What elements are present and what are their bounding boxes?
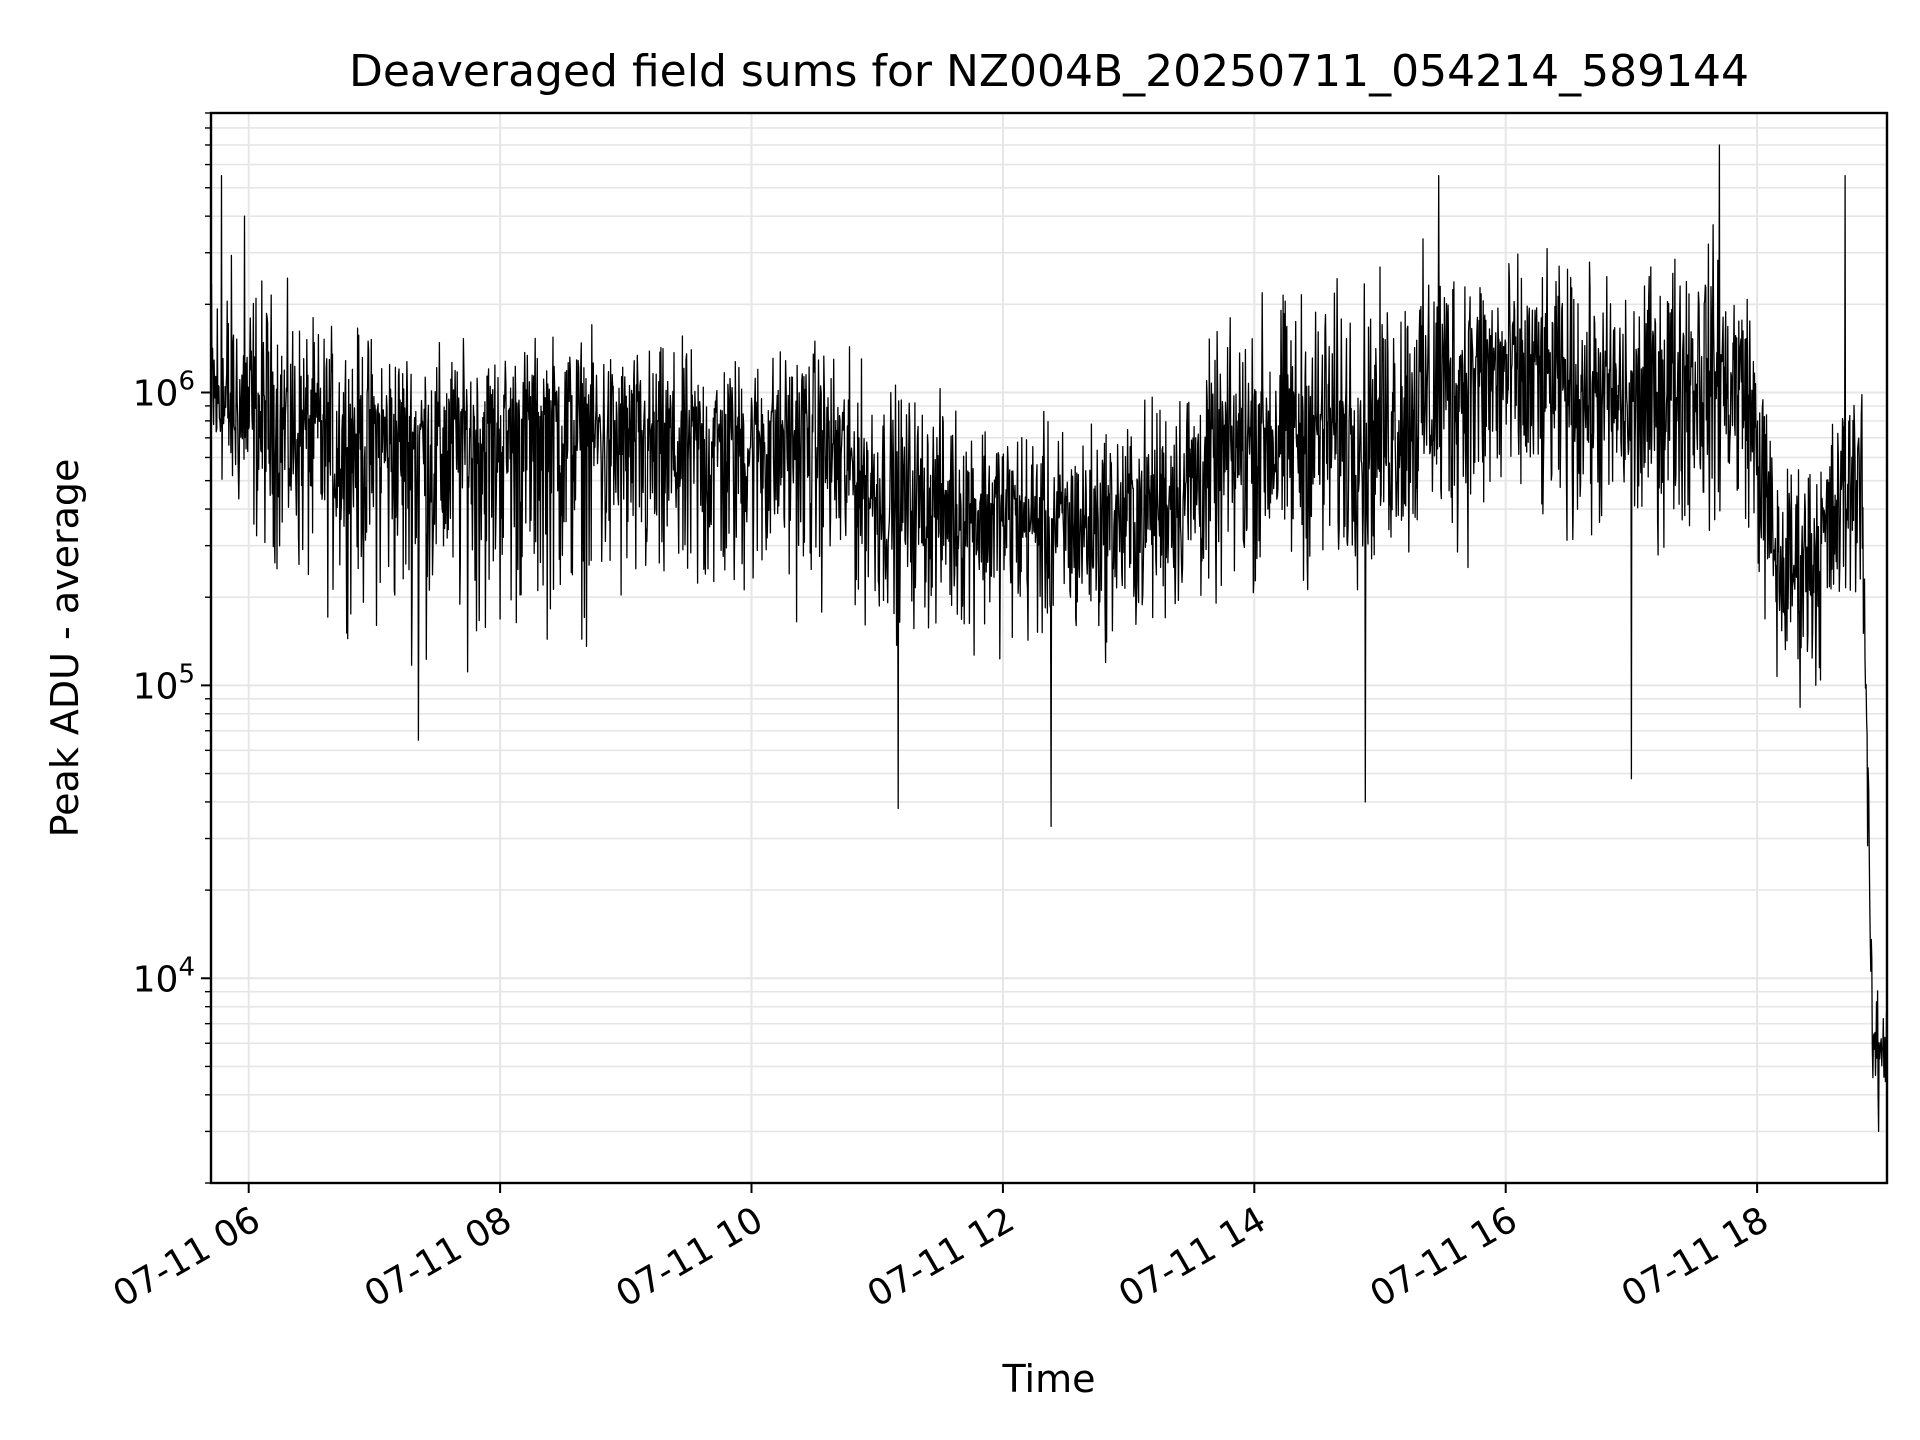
y-tick-label: 104 xyxy=(133,952,195,1000)
chart-title: Deaveraged field sums for NZ004B_2025071… xyxy=(349,46,1749,97)
plot-area xyxy=(210,144,1888,1133)
y-tick-label: 105 xyxy=(133,659,195,707)
series-line xyxy=(210,144,1888,1133)
y-tick-exponent: 4 xyxy=(178,952,195,982)
axes-frame xyxy=(209,111,1889,1185)
y-tick-exponent: 5 xyxy=(178,659,195,689)
y-tick-base: 10 xyxy=(133,959,179,1000)
y-axis-label: Peak ADU - average xyxy=(43,459,87,838)
x-axis-label: Time xyxy=(1002,1357,1096,1401)
y-tick-exponent: 6 xyxy=(178,366,195,396)
y-tick-label: 106 xyxy=(133,366,195,414)
y-tick-base: 10 xyxy=(133,373,179,414)
y-tick-base: 10 xyxy=(133,666,179,707)
